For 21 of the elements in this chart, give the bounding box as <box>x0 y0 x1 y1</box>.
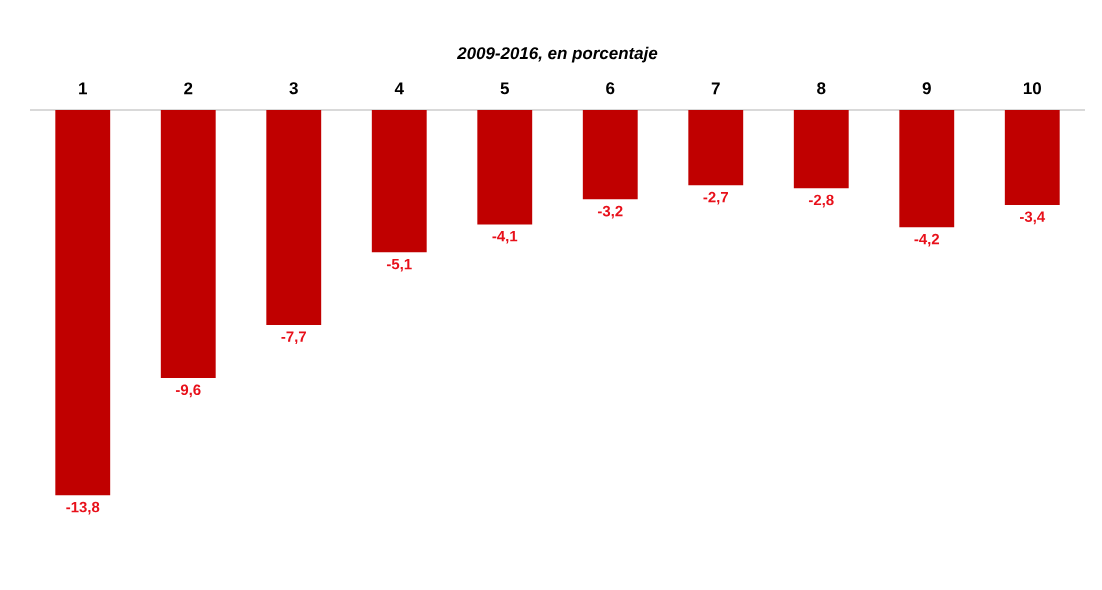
x-tick-label: 9 <box>922 82 931 95</box>
x-tick-label: 7 <box>711 82 720 95</box>
data-label: -5,1 <box>386 258 412 272</box>
x-tick-label: 10 <box>1023 82 1041 95</box>
x-tick-label: 4 <box>394 82 404 95</box>
chart-title: 2009-2016, en porcentaje <box>456 46 658 63</box>
data-label: -7,7 <box>281 331 306 345</box>
data-label: -9,6 <box>175 384 201 398</box>
x-tick-label: 3 <box>289 82 298 95</box>
x-tick-label: 8 <box>817 82 826 95</box>
data-label: -2,8 <box>808 194 834 208</box>
data-label: -4,1 <box>492 230 518 244</box>
data-label: -13,8 <box>66 501 100 515</box>
data-label: -2,7 <box>703 191 728 205</box>
data-label: -3,2 <box>597 205 623 219</box>
x-tick-label: 2 <box>184 82 193 95</box>
x-tick-label: 6 <box>606 82 615 95</box>
x-tick-label: 1 <box>79 82 87 95</box>
x-tick-label: 5 <box>500 82 509 95</box>
data-label: -4,2 <box>914 233 940 247</box>
data-label: -3,4 <box>1019 211 1046 225</box>
